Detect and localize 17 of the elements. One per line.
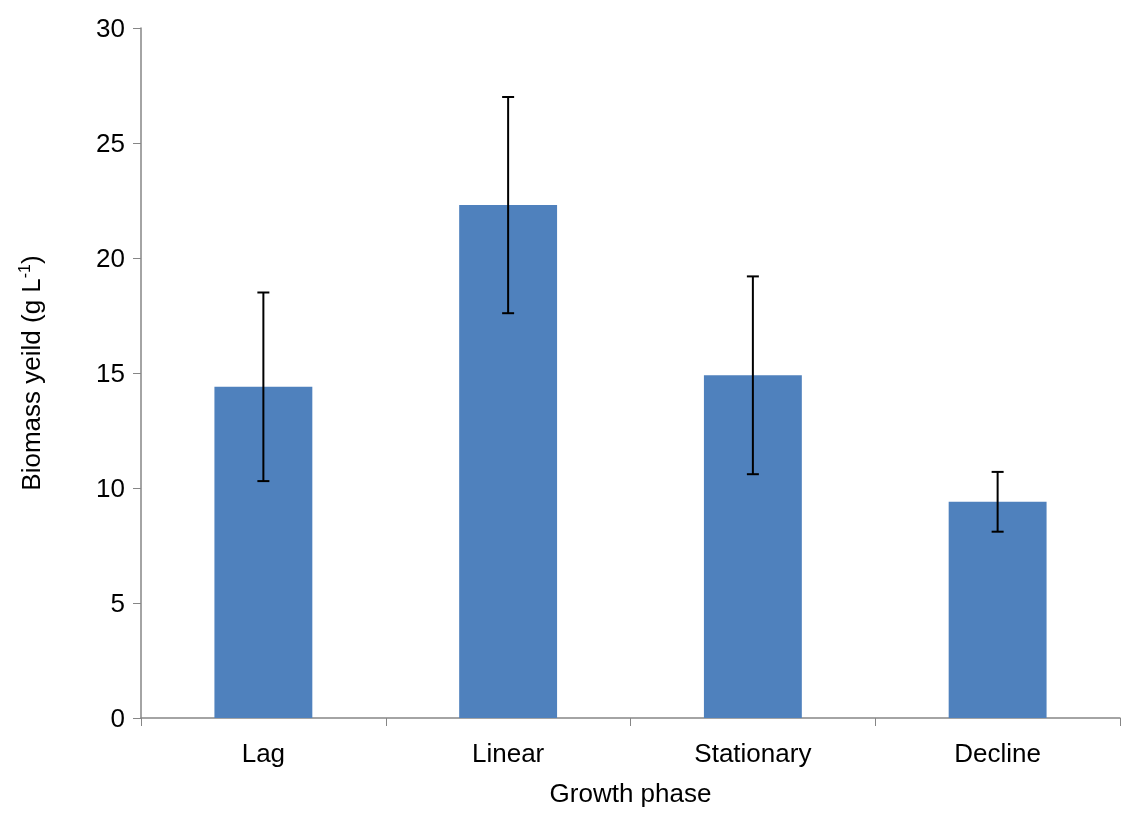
x-tick-label: Stationary — [694, 738, 812, 768]
y-tick-label: 5 — [110, 588, 125, 618]
x-tick-label: Linear — [471, 738, 545, 768]
x-axis-title: Growth phase — [549, 778, 712, 808]
y-axis-title: Biomass yeild (g L-1) — [15, 255, 46, 491]
y-tick-label: 10 — [96, 473, 125, 503]
bar — [214, 386, 313, 718]
bar — [703, 375, 802, 718]
y-tick-label: 25 — [96, 128, 125, 158]
bar — [459, 205, 558, 718]
x-tick-label: Decline — [954, 738, 1041, 768]
y-tick-label: 20 — [96, 243, 125, 273]
y-tick-label: 15 — [96, 358, 125, 388]
x-tick-label: Lag — [241, 738, 286, 768]
bar — [948, 501, 1047, 718]
y-tick-label: 30 — [96, 13, 125, 43]
y-tick-label: 0 — [110, 703, 125, 733]
